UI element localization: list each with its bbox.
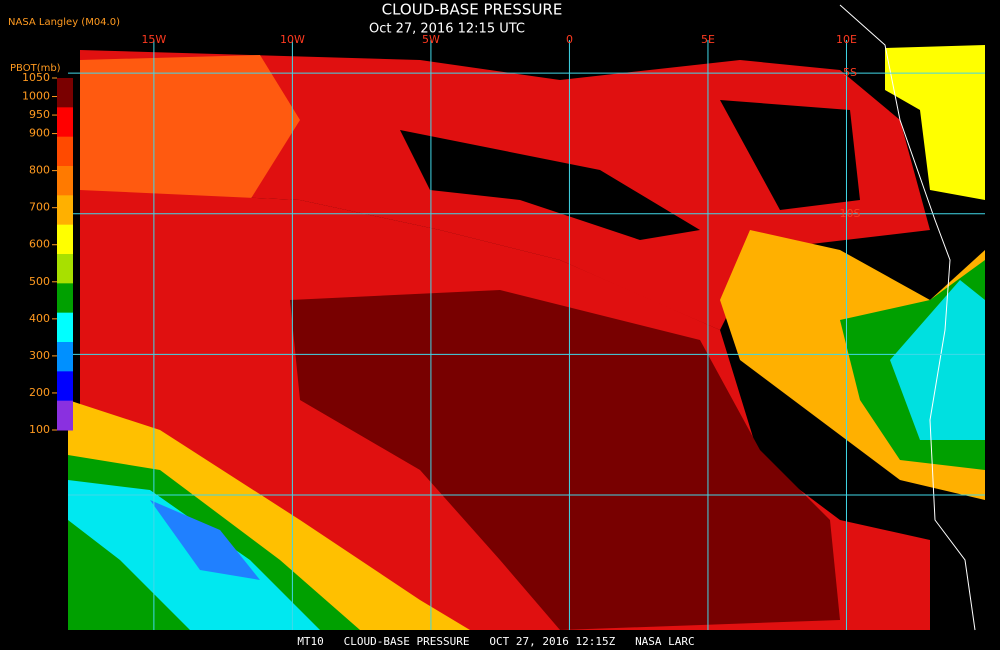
- coastline: [839, 4, 976, 631]
- lon-label: 15W: [141, 33, 166, 46]
- clear-sky: [720, 100, 860, 210]
- colorbar-swatch: [57, 312, 73, 343]
- colorbar-swatch: [57, 342, 73, 372]
- graticule: 15W 10W 5W 0 5E 10E 5S 10S: [68, 33, 985, 630]
- colorbar-tick-label: 1050: [22, 71, 50, 84]
- cloud-orange: [80, 55, 300, 230]
- lon-label: 5W: [422, 33, 440, 46]
- footer: MT10 CLOUD-BASE PRESSURE OCT 27, 2016 12…: [297, 635, 694, 648]
- colorbar-swatch: [57, 107, 73, 138]
- imagery: [68, 4, 985, 631]
- cloud-yellow: [885, 45, 985, 200]
- colorbar-swatch: [57, 195, 73, 226]
- cloud-cyan: [890, 280, 985, 440]
- title: CLOUD-BASE PRESSURE: [382, 1, 563, 19]
- colorbar-tick-label: 200: [29, 386, 50, 399]
- colorbar-swatch: [57, 400, 73, 431]
- colorbar-swatch: [57, 283, 73, 314]
- lon-label: 0: [566, 33, 573, 46]
- lat-label: 5S: [843, 66, 857, 79]
- colorbar-swatch: [57, 224, 73, 255]
- colorbar-tick-label: 300: [29, 349, 50, 362]
- colorbar-tick-label: 900: [29, 127, 50, 140]
- lat-label: 10S: [840, 207, 861, 220]
- colorbar-swatch: [57, 136, 73, 167]
- colorbar-tick-label: 400: [29, 312, 50, 325]
- datetime: Oct 27, 2016 12:15 UTC: [369, 22, 525, 37]
- clear-sky: [400, 130, 700, 240]
- colorbar-label: PBOT(mb): [10, 63, 61, 74]
- colorbar-swatch: [57, 254, 73, 284]
- lon-label: 10W: [280, 33, 305, 46]
- colorbar-tick-label: 500: [29, 275, 50, 288]
- lon-label: 10E: [836, 33, 857, 46]
- colorbar-tick-label: 950: [29, 108, 50, 121]
- colorbar-swatch: [57, 78, 73, 108]
- colorbar: 1050 1000 950 900 800 700 600 500 400 300 200 100: [22, 71, 73, 436]
- source: NASA Langley (M04.0): [8, 17, 120, 28]
- colorbar-tick-label: 800: [29, 164, 50, 177]
- cloud-darkred: [290, 290, 840, 630]
- colorbar-tick-label: 1000: [22, 90, 50, 103]
- lon-label: 5E: [701, 33, 715, 46]
- colorbar-tick-label: 700: [29, 201, 50, 214]
- cloud-blue: [150, 500, 260, 580]
- colorbar-tick-label: 100: [29, 423, 50, 436]
- colorbar-swatch: [57, 166, 73, 196]
- colorbar-swatch: [57, 371, 73, 402]
- colorbar-tick-label: 600: [29, 238, 50, 251]
